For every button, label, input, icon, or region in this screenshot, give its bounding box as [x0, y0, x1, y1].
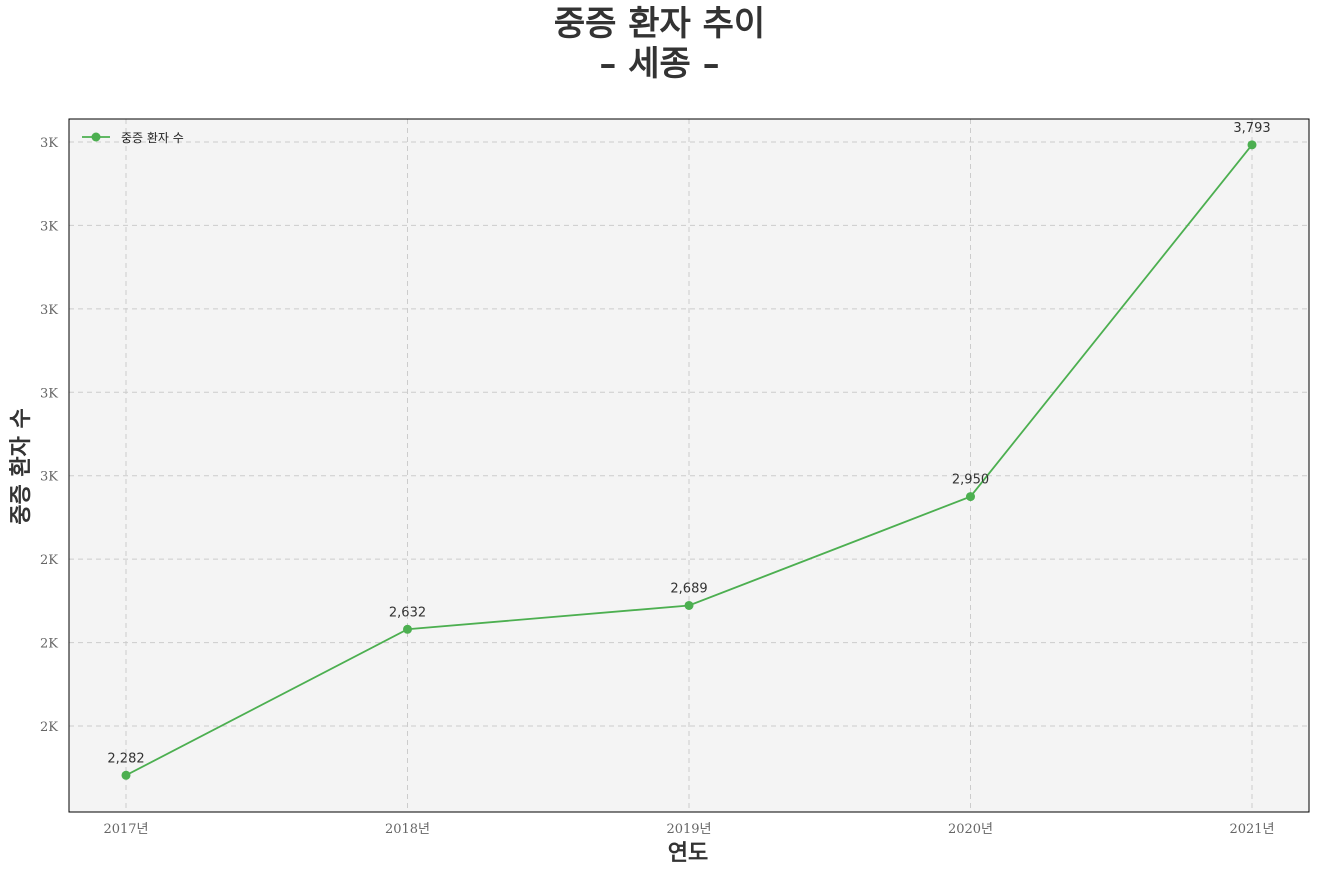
- data-point: [966, 492, 975, 502]
- grid: [69, 119, 1309, 812]
- series-layer: [121, 140, 1257, 780]
- data-point: [1247, 140, 1257, 150]
- x-tick-label: 2017년: [103, 822, 148, 837]
- data-label: 2,632: [389, 605, 426, 620]
- data-point: [684, 600, 694, 610]
- legend-point-marker: [91, 132, 101, 142]
- data-label: 3,793: [1233, 121, 1270, 136]
- y-tick-label: 2K: [40, 720, 58, 735]
- data-label: 2,950: [952, 473, 989, 488]
- y-tick-label: 2K: [40, 553, 58, 568]
- x-tick-label: 2019년: [666, 822, 711, 837]
- legend-label: 중증 환자 수: [121, 131, 184, 145]
- x-tick-label: 2018년: [385, 822, 430, 837]
- data-label: 2,282: [107, 751, 144, 766]
- plot-frame: [68, 118, 1310, 813]
- data-labels: 2,282 2,632 2,689 2,950 3,793: [107, 121, 1270, 766]
- y-tick-label: 2K: [40, 637, 58, 652]
- y-tick-label: 3K: [40, 470, 58, 485]
- legend: 중증 환자 수: [82, 131, 184, 145]
- chart-subtitle: – 세종 –: [599, 44, 720, 84]
- y-axis-ticks: 2K 2K 2K 3K 3K 3K 3K 3K: [40, 136, 58, 735]
- chart-title: 중증 환자 추이: [553, 4, 766, 44]
- x-tick-label: 2021년: [1229, 822, 1274, 837]
- y-tick-label: 3K: [40, 303, 58, 318]
- x-tick-label: 2020년: [948, 822, 993, 837]
- y-tick-label: 3K: [40, 386, 58, 401]
- data-label: 2,689: [670, 581, 707, 596]
- y-tick-label: 3K: [40, 219, 58, 234]
- y-axis-label: 중증 환자 수: [8, 408, 34, 525]
- data-point: [121, 770, 131, 780]
- x-axis-ticks: 2017년 2018년 2019년 2020년 2021년: [103, 822, 1274, 837]
- x-axis-label: 연도: [668, 840, 708, 866]
- y-tick-label: 3K: [40, 136, 58, 151]
- data-point: [403, 624, 412, 634]
